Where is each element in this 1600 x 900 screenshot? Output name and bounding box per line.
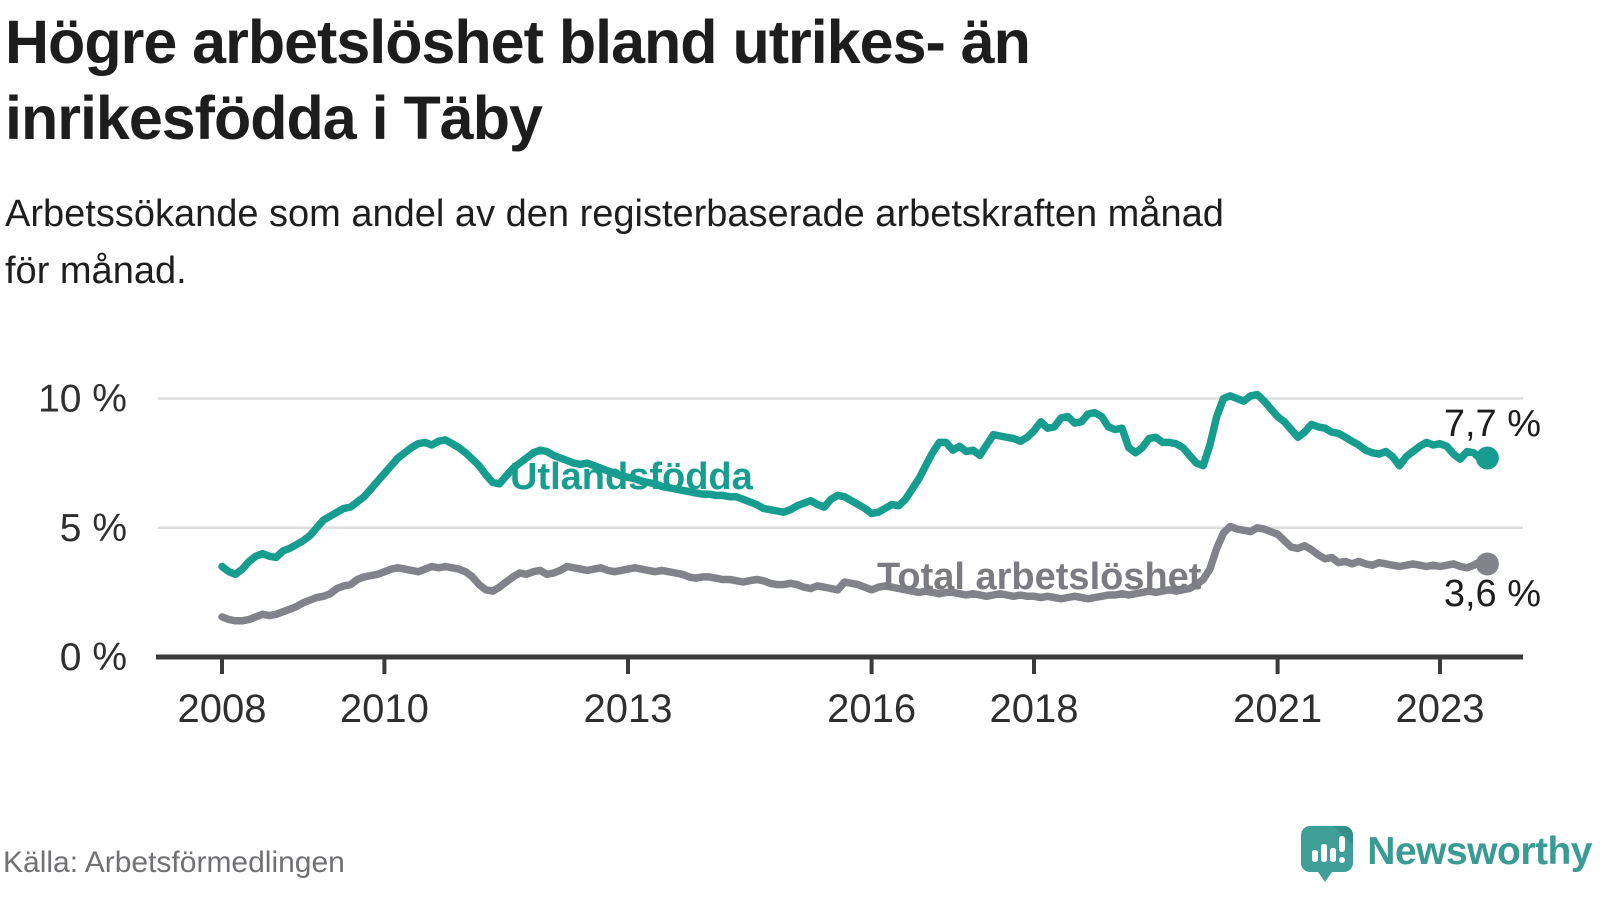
series-line (218, 522, 1492, 625)
x-axis-tick-label: 2016 (827, 687, 916, 731)
series-label-utlandsfodda: Utlandsfödda (510, 456, 754, 498)
series-label-total: Total arbetslöshet (877, 556, 1202, 598)
y-axis-tick-label: 5 % (60, 507, 127, 550)
y-axis-tick-label: 0 % (60, 636, 127, 679)
page-title: Högre arbetslöshet bland utrikes- än inr… (5, 8, 1031, 152)
y-axis-tick-label: 10 % (38, 378, 127, 421)
brand-name: Newsworthy (1367, 830, 1592, 873)
series-end-dot (1475, 552, 1499, 576)
x-axis-tick-label: 2018 (990, 687, 1079, 731)
bubble-fold (1334, 826, 1354, 845)
brand-footer: Newsworthy (1296, 812, 1592, 892)
series-end-dot (1475, 446, 1499, 470)
source-credit: Källa: Arbetsförmedlingen (3, 846, 345, 879)
bar-chart-glyph (1312, 836, 1346, 863)
x-axis-tick-label: 2023 (1396, 687, 1485, 731)
x-axis-tick-label: 2010 (340, 687, 429, 731)
end-value-label-utlandsfodda: 7,7 % (1444, 403, 1541, 445)
x-axis-tick-label: 2013 (584, 687, 673, 731)
end-value-label-total: 3,6 % (1444, 573, 1541, 615)
page-subtitle: Arbetssökande som andel av den registerb… (5, 193, 1224, 292)
x-axis-tick-label: 2021 (1233, 687, 1322, 731)
x-axis-tick-label: 2008 (178, 687, 267, 731)
series-line (218, 390, 1492, 579)
newsworthy-logo-icon (1301, 826, 1354, 882)
